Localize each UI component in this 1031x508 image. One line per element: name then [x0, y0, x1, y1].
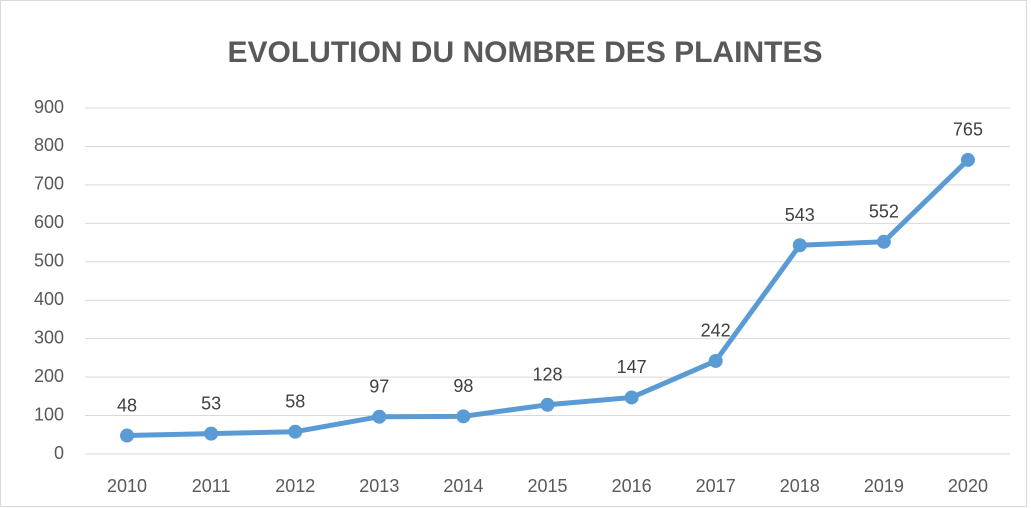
data-point — [120, 428, 135, 443]
data-label: 53 — [201, 393, 221, 413]
data-label: 242 — [701, 321, 731, 341]
data-point — [624, 390, 639, 405]
data-point — [792, 238, 807, 253]
data-label: 58 — [285, 391, 305, 411]
data-point — [708, 353, 723, 368]
x-tick-label: 2020 — [948, 476, 988, 496]
x-tick-label: 2011 — [192, 476, 231, 496]
data-point — [876, 234, 891, 249]
y-tick-label: 600 — [34, 212, 64, 232]
x-tick-label: 2013 — [359, 476, 399, 496]
y-tick-label: 500 — [34, 251, 64, 271]
y-tick-label: 200 — [34, 366, 64, 386]
x-tick-label: 2014 — [443, 476, 483, 496]
data-label: 765 — [953, 120, 983, 140]
data-point — [204, 426, 219, 441]
data-label: 98 — [453, 376, 473, 396]
data-label: 543 — [785, 205, 815, 225]
y-tick-label: 300 — [34, 327, 64, 347]
chart-title: EVOLUTION DU NOMBRE DES PLAINTES — [227, 36, 822, 69]
y-tick-label: 800 — [34, 135, 64, 155]
x-tick-label: 2015 — [527, 476, 567, 496]
x-tick-label: 2010 — [107, 476, 147, 496]
data-label: 97 — [369, 376, 389, 396]
y-tick-label: 100 — [34, 404, 64, 424]
y-tick-label: 400 — [34, 289, 64, 309]
data-point — [456, 409, 471, 424]
data-point — [372, 409, 387, 424]
data-label: 147 — [617, 357, 647, 377]
x-tick-label: 2018 — [780, 476, 820, 496]
y-tick-label: 700 — [34, 174, 64, 194]
y-tick-label: 900 — [34, 97, 64, 117]
x-tick-label: 2017 — [696, 476, 736, 496]
x-tick-label: 2019 — [864, 476, 904, 496]
data-label: 48 — [117, 395, 137, 415]
data-point — [960, 152, 975, 167]
y-tick-label: 0 — [54, 443, 64, 463]
data-point — [288, 424, 303, 439]
data-label: 128 — [532, 365, 562, 385]
x-tick-label: 2012 — [275, 476, 315, 496]
x-tick-label: 2016 — [612, 476, 652, 496]
data-label: 552 — [869, 202, 899, 222]
data-point — [540, 397, 555, 412]
